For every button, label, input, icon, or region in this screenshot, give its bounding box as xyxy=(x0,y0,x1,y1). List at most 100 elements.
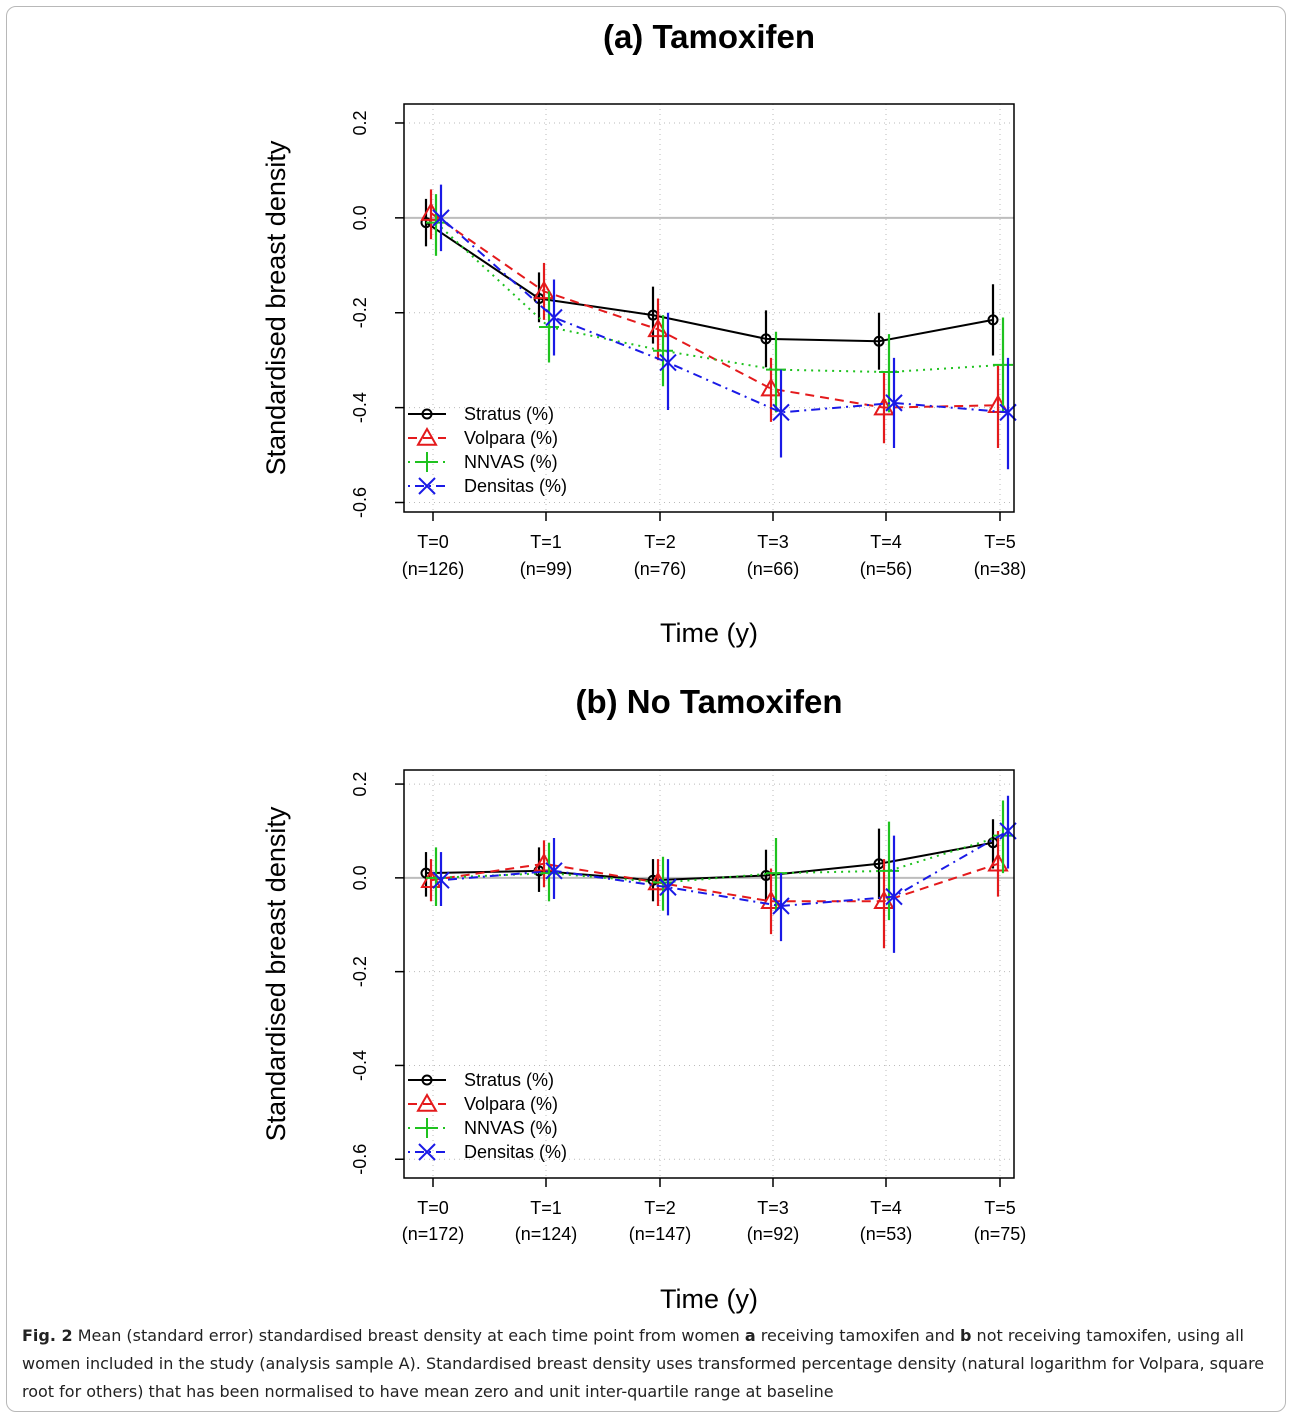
legend-label: Densitas (%) xyxy=(464,476,567,496)
data-point xyxy=(545,308,563,327)
x-tick-label: T=1 xyxy=(530,1198,562,1218)
data-point xyxy=(879,362,899,383)
x-tick-label: T=3 xyxy=(757,1198,789,1218)
x-n-label: (n=99) xyxy=(520,559,573,579)
data-point xyxy=(766,863,786,884)
x-tick-label: T=2 xyxy=(644,1198,676,1218)
x-tick-label: T=1 xyxy=(530,532,562,552)
data-point xyxy=(885,394,903,412)
series-line xyxy=(435,834,1004,884)
caption-text-3: not receiving tamoxifen, using all women… xyxy=(22,1326,1265,1401)
data-point xyxy=(772,403,790,422)
chart-panel-a: (a) Tamoxifen 0.2 0.0 -0.2 -0.4 -0.6 T=0 (n=126… xyxy=(261,18,1026,648)
data-point xyxy=(432,871,450,889)
plot-border xyxy=(403,769,1015,1179)
data-point xyxy=(432,209,450,227)
x-tick-label: T=3 xyxy=(757,532,789,552)
caption-panel-b: b xyxy=(960,1326,972,1345)
data-point xyxy=(533,280,555,300)
series-line xyxy=(435,221,1004,374)
legend-label: Stratus (%) xyxy=(464,1070,554,1090)
x-axis-label: Time (y) xyxy=(660,1284,758,1314)
series-line xyxy=(425,221,994,343)
y-tick-label: 0.0 xyxy=(350,205,370,230)
x-n-label: (n=76) xyxy=(634,559,687,579)
data-point xyxy=(993,354,1013,375)
data-point xyxy=(766,359,786,380)
figure-frame xyxy=(6,6,1286,1412)
series-stratus xyxy=(420,819,999,902)
chart-title: (b) No Tamoxifen xyxy=(575,683,842,720)
figure-caption: Fig. 2 Mean (standard error) standardise… xyxy=(22,1322,1274,1406)
data-point xyxy=(885,887,903,906)
legend-label: NNVAS (%) xyxy=(464,452,558,472)
x-n-label: (n=147) xyxy=(629,1224,692,1244)
series-nnvas xyxy=(426,800,1013,921)
y-tick-label: -0.4 xyxy=(350,392,370,423)
legend-label: NNVAS (%) xyxy=(464,1118,558,1138)
series-densitas xyxy=(432,795,1017,953)
series-line xyxy=(440,217,1009,414)
legend-marker xyxy=(418,477,436,495)
data-point xyxy=(987,314,999,326)
y-axis-label: Standardised breast density xyxy=(261,806,291,1141)
legend-marker xyxy=(417,452,437,472)
legend-label: Volpara (%) xyxy=(464,1094,558,1114)
x-tick-label: T=4 xyxy=(870,1198,902,1218)
y-tick-label: -0.6 xyxy=(350,1144,370,1175)
data-point xyxy=(539,316,559,337)
legend-label: Volpara (%) xyxy=(464,428,558,448)
series-stratus xyxy=(420,198,999,370)
legend-marker xyxy=(418,1143,436,1161)
y-tick-label: 0.2 xyxy=(350,110,370,135)
series-densitas xyxy=(432,184,1017,470)
y-tick-label: -0.4 xyxy=(350,1050,370,1081)
y-tick-label: -0.6 xyxy=(350,487,370,518)
x-n-label: (n=53) xyxy=(860,1224,913,1244)
figure-label: Fig. 2 xyxy=(22,1326,73,1345)
x-tick-label: T=2 xyxy=(644,532,676,552)
x-n-label: (n=124) xyxy=(515,1224,578,1244)
x-n-label: (n=66) xyxy=(747,559,800,579)
x-tick-label: T=5 xyxy=(984,532,1016,552)
data-point xyxy=(879,860,899,881)
chart-title: (a) Tamoxifen xyxy=(603,18,815,55)
x-tick-label: T=0 xyxy=(417,532,449,552)
x-tick-label: T=4 xyxy=(870,532,902,552)
data-point xyxy=(545,862,563,880)
series-line xyxy=(440,830,1009,908)
legend-marker xyxy=(416,1092,438,1112)
y-tick-label: 0.0 xyxy=(350,865,370,890)
caption-text-1: Mean (standard error) standardised breas… xyxy=(72,1326,745,1345)
figure-canvas: (a) Tamoxifen 0.2 0.0 -0.2 -0.4 -0.6 T=0 (n=126… xyxy=(261,18,1027,1314)
x-n-label: (n=56) xyxy=(860,559,913,579)
data-point xyxy=(873,335,885,347)
plot-border xyxy=(403,103,1015,513)
x-n-label: (n=126) xyxy=(402,559,465,579)
data-point xyxy=(659,878,677,896)
legend-marker xyxy=(421,1074,433,1086)
x-n-label: (n=172) xyxy=(402,1224,465,1244)
series-line xyxy=(430,862,999,903)
y-tick-label: -0.2 xyxy=(350,956,370,987)
legend-label: Stratus (%) xyxy=(464,404,554,424)
caption-panel-a: a xyxy=(744,1326,756,1345)
x-n-label: (n=75) xyxy=(974,1224,1027,1244)
series-volpara xyxy=(420,830,1009,949)
legend-marker xyxy=(421,408,433,420)
legend-label: Densitas (%) xyxy=(464,1142,567,1162)
legend-marker xyxy=(416,426,438,446)
x-n-label: (n=92) xyxy=(747,1224,800,1244)
x-tick-label: T=5 xyxy=(984,1198,1016,1218)
data-point xyxy=(760,333,772,345)
series-nnvas xyxy=(426,194,1013,413)
legend: Stratus (%) Volpara (%) NNVAS (%) Densitas … xyxy=(408,404,567,496)
y-tick-label: 0.2 xyxy=(350,772,370,797)
data-point xyxy=(772,897,790,915)
x-tick-label: T=0 xyxy=(417,1198,449,1218)
series-line xyxy=(430,212,999,409)
x-axis-label: Time (y) xyxy=(660,618,758,648)
legend: Stratus (%) Volpara (%) NNVAS (%) Densitas … xyxy=(408,1070,567,1162)
y-tick-label: -0.2 xyxy=(350,297,370,328)
x-n-label: (n=38) xyxy=(974,559,1027,579)
